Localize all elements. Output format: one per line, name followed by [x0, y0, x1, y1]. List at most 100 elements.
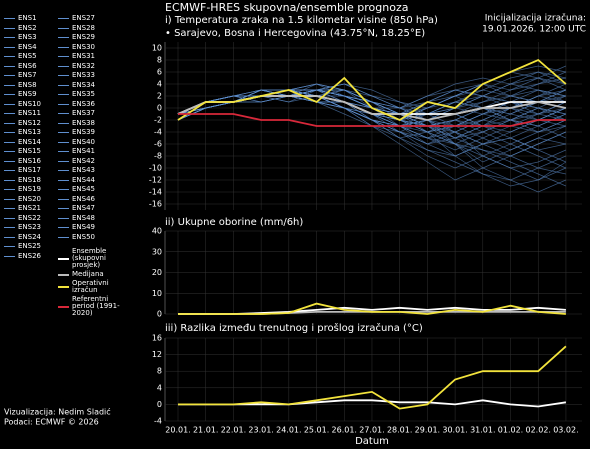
legend-swatch: [58, 75, 69, 77]
series-line: [178, 345, 567, 410]
legend-swatch: [58, 65, 69, 67]
legend-label: ENS39: [72, 128, 96, 136]
legend-item: ENS23: [4, 223, 41, 233]
legend-label: ENS5: [18, 52, 37, 60]
y-tick-label: 20: [152, 268, 162, 277]
legend-item: ENS29: [58, 33, 158, 43]
legend-swatch: [4, 179, 15, 181]
legend-swatch: [4, 37, 15, 39]
legend-label: ENS7: [18, 71, 37, 79]
legend-label: ENS9: [18, 90, 37, 98]
y-tick-label: -6: [154, 140, 162, 149]
legend-item: ENS1: [4, 14, 41, 24]
legend-label: ENS4: [18, 42, 37, 51]
legend-label: ENS37: [72, 109, 96, 117]
legend-swatch: [4, 208, 15, 210]
series-line: [177, 58, 567, 122]
legend-label: ENS25: [18, 242, 42, 250]
legend-label: ENS22: [18, 213, 42, 222]
credit: Vizualizacija: Nedim Sladić: [4, 407, 111, 417]
x-tick-label: 28.01.: [387, 426, 412, 435]
legend-swatch: [58, 257, 69, 260]
legend-label: ENS35: [72, 90, 96, 98]
legend-item: ENS6: [4, 62, 41, 72]
legend-swatch: [4, 113, 15, 115]
legend-label: ENS13: [18, 128, 42, 136]
legend-item: ENS48: [58, 214, 158, 224]
title: ECMWF-HRES skupovna/ensemble prognoza: [165, 1, 408, 14]
legend-item: ENS45: [58, 185, 158, 195]
legend-swatch: [58, 122, 69, 124]
legend-label: ENS21: [18, 204, 42, 212]
legend-swatch: [4, 160, 15, 162]
legend-item: ENS36: [58, 100, 158, 110]
legend-swatch: [4, 132, 15, 134]
legend-swatch: [58, 160, 69, 162]
legend-item: ENS20: [4, 195, 41, 205]
legend-swatch: [4, 103, 15, 105]
legend-item: Medijana: [58, 271, 158, 278]
legend-label: ENS16: [18, 156, 42, 165]
legend-item: ENS7: [4, 71, 41, 81]
panel-title: ii) Ukupne oborine (mm/6h): [165, 217, 303, 228]
legend-label: ENS14: [18, 137, 42, 146]
legend-swatch: [58, 18, 69, 20]
legend-label: ENS40: [72, 137, 96, 146]
y-tick-label: 0: [157, 310, 162, 319]
legend-swatch: [58, 286, 69, 288]
legend-swatch: [4, 18, 15, 20]
x-tick-label: 26.01.: [332, 426, 357, 435]
legend-item: ENS39: [58, 128, 158, 138]
legend-item: ENS40: [58, 138, 158, 148]
y-tick-label: -4: [154, 417, 162, 426]
legend-item: ENS21: [4, 204, 41, 214]
legend-item: ENS17: [4, 166, 41, 176]
legend-label: ENS28: [72, 23, 96, 32]
legend-swatch: [4, 198, 15, 200]
legend-swatch: [58, 27, 69, 29]
init-label: Inicijalizacija izračuna:: [485, 13, 586, 24]
y-tick-label: 0: [157, 400, 162, 409]
legend-label: Medijana: [72, 270, 104, 278]
legend-swatch: [4, 236, 15, 238]
x-tick-label: 24.01.: [276, 426, 301, 435]
legend-swatch: [58, 141, 69, 143]
legend-swatch: [58, 56, 69, 58]
legend-label: ENS31: [72, 52, 96, 60]
legend-item: Operativni izračun: [58, 280, 158, 294]
legend-item: ENS32: [58, 62, 158, 72]
legend-item: ENS25: [4, 242, 41, 252]
legend-label: ENS11: [18, 109, 42, 117]
legend-item: ENS37: [58, 109, 158, 119]
legend-swatch: [4, 65, 15, 67]
x-tick-label: 01.02.: [498, 426, 523, 435]
y-tick-label: 10: [152, 289, 162, 298]
x-tick-label: 27.01.: [359, 426, 384, 435]
legend-swatch: [58, 94, 69, 96]
legend-swatch: [58, 189, 69, 191]
legend-swatch: [58, 227, 69, 229]
legend-item: ENS46: [58, 195, 158, 205]
legend-swatch: [58, 37, 69, 39]
legend-swatch: [58, 132, 69, 134]
y-tick-label: 16: [152, 334, 162, 343]
legend-swatch: [4, 151, 15, 153]
legend-item: ENS11: [4, 109, 41, 119]
x-tick-label: 20.01.: [165, 426, 190, 435]
legend-item: ENS16: [4, 157, 41, 167]
legend-item: Ensemble (skupovni prosjek): [58, 248, 158, 269]
legend: ENS27 ENS28 ENS29 ENS30 ENS31 ENS32 ENS33 ENS34…: [58, 14, 158, 319]
y-tick-label: 40: [152, 227, 162, 236]
legend-item: ENS3: [4, 33, 41, 43]
legend-swatch: [4, 141, 15, 143]
legend-label: ENS42: [72, 156, 96, 165]
legend-label: ENS49: [72, 223, 96, 231]
legend-item: ENS49: [58, 223, 158, 233]
legend-label: ENS29: [72, 33, 96, 41]
legend-label: ENS18: [18, 175, 42, 184]
legend-item: ENS18: [4, 176, 41, 186]
legend-swatch: [58, 273, 69, 276]
y-tick-label: -8: [154, 152, 162, 161]
y-tick-label: 10: [152, 44, 162, 53]
legend-swatch: [4, 255, 15, 257]
